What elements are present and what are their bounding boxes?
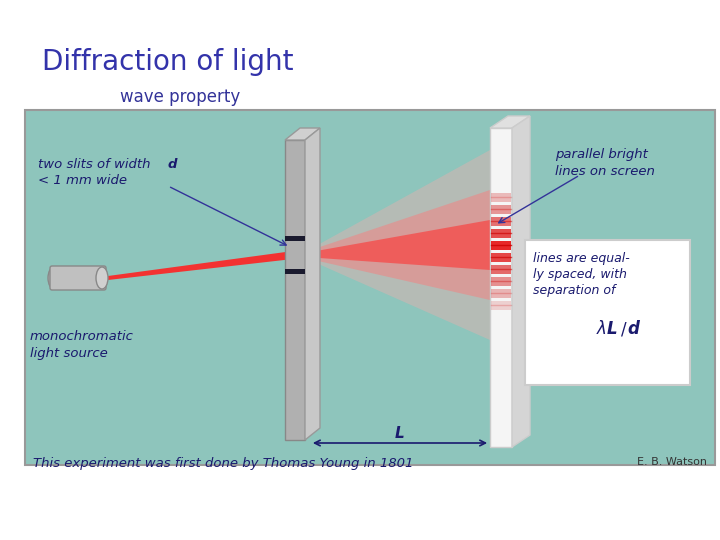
Bar <box>491 193 511 202</box>
Bar <box>491 229 511 238</box>
Polygon shape <box>108 251 293 280</box>
Bar <box>285 269 305 274</box>
Bar <box>491 289 511 298</box>
Text: d: d <box>627 320 639 338</box>
Ellipse shape <box>96 267 108 289</box>
Polygon shape <box>305 190 490 300</box>
Polygon shape <box>305 150 490 340</box>
Text: parallel bright
lines on screen: parallel bright lines on screen <box>555 148 655 178</box>
Polygon shape <box>305 128 320 440</box>
Text: L: L <box>607 320 618 338</box>
FancyBboxPatch shape <box>50 266 106 290</box>
Bar <box>491 265 511 274</box>
Bar <box>491 277 511 286</box>
Text: λ: λ <box>597 320 607 338</box>
Text: This experiment was first done by Thomas Young in 1801: This experiment was first done by Thomas… <box>33 457 413 470</box>
Bar <box>491 241 511 250</box>
Ellipse shape <box>48 267 60 289</box>
Polygon shape <box>490 116 530 128</box>
Text: < 1 mm wide: < 1 mm wide <box>38 174 127 187</box>
Polygon shape <box>305 220 490 270</box>
Bar <box>491 301 511 310</box>
Text: d: d <box>168 158 178 171</box>
Text: Diffraction of light: Diffraction of light <box>42 48 294 76</box>
Text: ly spaced, with: ly spaced, with <box>533 268 627 281</box>
Text: monochromatic
light source: monochromatic light source <box>30 330 134 360</box>
Bar <box>491 205 511 214</box>
Bar <box>491 217 511 226</box>
Polygon shape <box>490 128 512 447</box>
Text: wave property: wave property <box>120 88 240 106</box>
Text: /: / <box>621 320 626 338</box>
Bar <box>491 253 511 262</box>
Polygon shape <box>285 140 305 440</box>
FancyBboxPatch shape <box>525 240 690 385</box>
Bar <box>285 236 305 241</box>
Text: E. B. Watson: E. B. Watson <box>637 457 707 467</box>
Text: L: L <box>395 426 405 441</box>
Polygon shape <box>512 116 530 447</box>
Bar <box>25 110 715 465</box>
Text: lines are equal-: lines are equal- <box>533 252 630 265</box>
Text: two slits of width: two slits of width <box>38 158 155 171</box>
Text: separation of: separation of <box>533 284 616 297</box>
Polygon shape <box>285 128 320 140</box>
